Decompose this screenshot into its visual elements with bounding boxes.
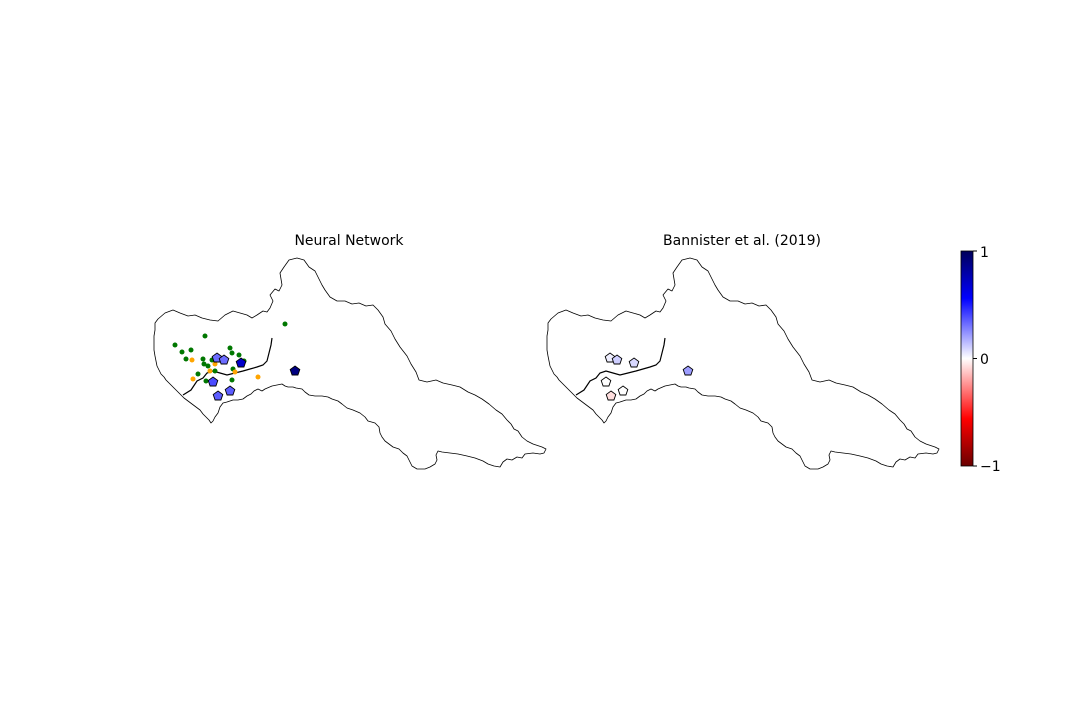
observation-point [189,357,195,363]
colorbar: 1 0 −1 [960,245,1001,475]
station-marker [212,390,224,401]
observation-point [195,371,201,377]
observation-point [212,361,218,367]
station-marker [605,390,617,401]
panel-title-left: Neural Network [294,233,404,249]
observation-point [229,350,235,356]
observation-point [203,378,209,384]
station-layer [207,352,301,401]
observation-point [190,376,196,382]
station-marker [628,357,640,368]
observation-point [282,321,288,327]
basin-outline [546,257,940,470]
station-marker [218,354,230,365]
station-marker [235,357,247,368]
station-marker [600,376,612,387]
panel-neural-network [153,257,547,470]
observation-point [227,345,233,351]
observation-point [255,374,261,380]
observation-point [202,333,208,339]
point-layer [172,321,288,384]
station-marker [611,354,623,365]
observation-point [201,361,207,367]
station-marker [617,385,629,396]
observation-point [207,368,213,374]
observation-point [172,342,178,348]
colorbar-gradient [960,250,974,467]
observation-point [236,352,242,358]
colorbar-tick-label-max: 1 [980,245,989,261]
station-marker [682,365,694,376]
colorbar-tick-label-min: −1 [980,459,1001,475]
observation-point [232,369,238,375]
station-marker [224,385,236,396]
observation-point [183,356,189,362]
panel-title-right: Bannister et al. (2019) [663,233,821,249]
station-layer [600,352,694,401]
observation-point [212,368,218,374]
observation-point [188,347,194,353]
observation-point [205,363,211,369]
observation-point [179,349,185,355]
station-marker [289,365,301,376]
colorbar-tick-label-zero: 0 [980,352,989,368]
station-marker [207,376,219,387]
panel-bannister [546,257,940,470]
observation-point [200,356,206,362]
observation-point [229,377,235,383]
